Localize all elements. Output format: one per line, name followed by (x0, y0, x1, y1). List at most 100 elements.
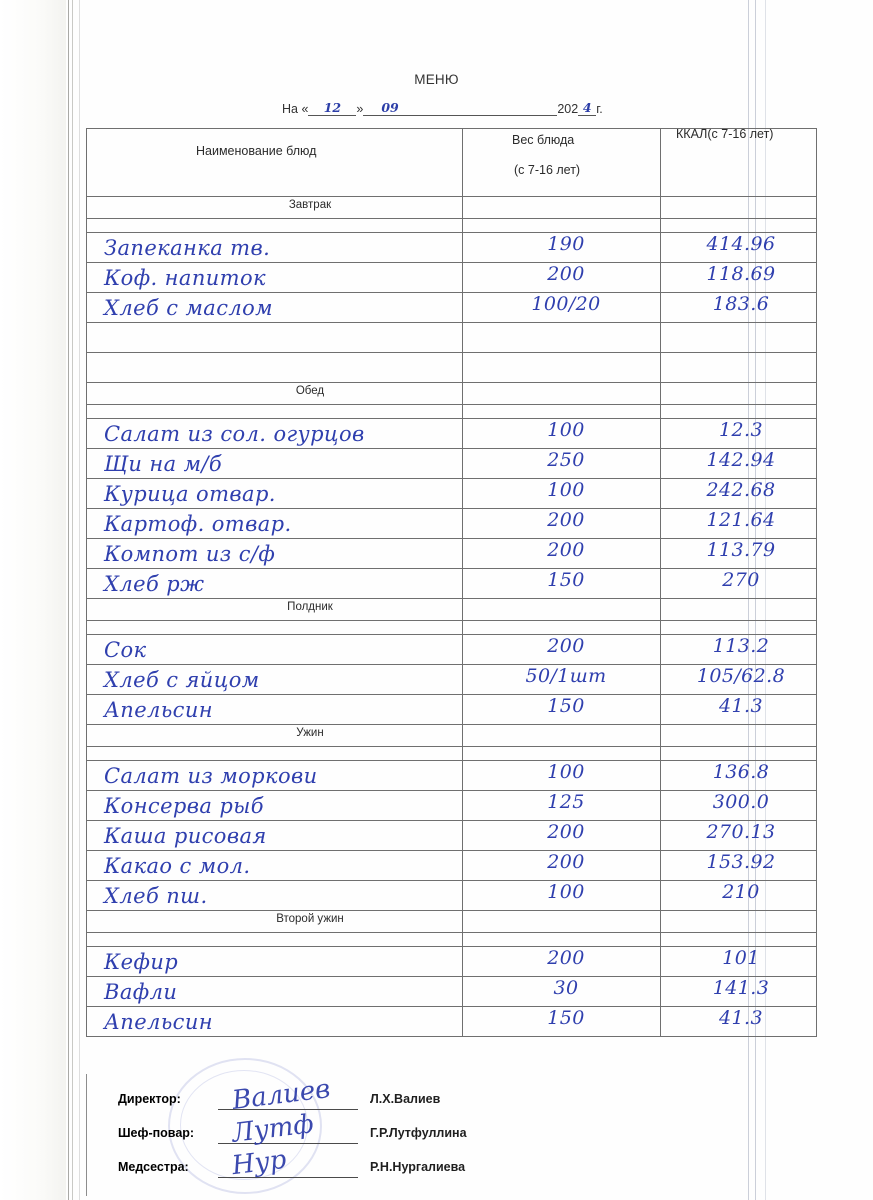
table-rule (86, 664, 817, 665)
table-rule (86, 128, 817, 129)
table-cell: Щи на м/б (104, 452, 223, 476)
signature-person-name: Л.Х.Валиев (370, 1092, 441, 1106)
table-cell: Компот из с/ф (104, 542, 276, 566)
table-border-left (86, 128, 87, 1036)
table-rule (86, 910, 817, 911)
col-divider-weight-kcal (660, 128, 661, 1036)
table-cell: 300.0 (712, 791, 770, 813)
table-cell: 242.68 (706, 479, 776, 501)
table-cell: 200 (547, 263, 585, 285)
table-cell: Сок (104, 638, 147, 662)
table-cell: 414.96 (706, 233, 776, 255)
table-rule (86, 620, 817, 621)
table-cell: 121.64 (706, 509, 776, 531)
table-rule (86, 880, 817, 881)
margin-rule (748, 0, 749, 1200)
official-stamp-inner (180, 1070, 308, 1180)
table-cell: 200 (547, 851, 585, 873)
scan-edge-line (68, 0, 69, 1200)
table-cell: Салат из моркови (104, 764, 318, 788)
table-rule (86, 724, 817, 725)
table-cell: 100 (547, 419, 585, 441)
table-rule (86, 292, 817, 293)
table-cell: Хлеб рж (104, 572, 205, 596)
table-cell: 150 (547, 1007, 585, 1029)
scan-edge-line (72, 0, 73, 1200)
table-border-right (816, 128, 817, 1036)
signature-role-label: Шеф-повар: (118, 1126, 195, 1140)
table-cell: Хлеб пш. (104, 884, 208, 908)
table-cell: Консерва рыб (104, 794, 264, 818)
table-cell: 150 (547, 569, 585, 591)
meal-section-label: Завтрак (288, 199, 332, 211)
table-rule (86, 218, 817, 219)
table-cell: 200 (547, 539, 585, 561)
table-rule (86, 508, 817, 509)
table-cell: Салат из сол. огурцов (104, 422, 365, 446)
table-cell: 118.69 (706, 263, 776, 285)
page-title: МЕНЮ (414, 72, 459, 87)
signature-role-label: Медсестра: (118, 1160, 189, 1174)
date-day: 12 (308, 100, 357, 116)
table-rule (86, 634, 817, 635)
table-cell: 12.3 (719, 419, 763, 441)
table-cell: Кефир (104, 950, 179, 974)
signature-line (218, 1108, 358, 1110)
table-rule (86, 404, 817, 405)
table-cell: 200 (547, 821, 585, 843)
col-header-weight-line1: Вес блюда (512, 133, 575, 147)
table-cell: Каша рисовая (104, 824, 267, 848)
col-header-kcal: ККАЛ(с 7-16 лет) (676, 127, 774, 141)
signature-block-border (86, 1074, 87, 1196)
table-cell: 101 (722, 947, 760, 969)
table-rule (86, 538, 817, 539)
table-rule (86, 820, 817, 821)
table-rule (86, 598, 817, 599)
table-cell: 270 (722, 569, 760, 591)
table-rule (86, 448, 817, 449)
col-divider-name-weight (462, 128, 463, 1036)
table-rule (86, 946, 817, 947)
date-line: На «12» 09 202 4 г. (282, 100, 603, 116)
signature-person-name: Р.Н.Нургалиева (370, 1160, 466, 1174)
date-quote-close: » (356, 102, 364, 116)
table-rule (86, 322, 817, 323)
table-rule (86, 418, 817, 419)
table-cell: Апельсин (104, 1010, 213, 1034)
table-cell: 100/20 (531, 293, 601, 315)
signature-person-name: Г.Р.Лутфуллина (370, 1126, 467, 1140)
date-prefix: На « (282, 102, 309, 116)
table-cell: 41.3 (719, 1007, 763, 1029)
signature-line (218, 1142, 358, 1144)
table-rule (86, 382, 817, 383)
col-header-weight-line2: (с 7-16 лет) (514, 163, 581, 177)
scan-edge-shadow (0, 0, 66, 1200)
table-cell: Какао с мол. (104, 854, 251, 878)
table-cell: Запеканка тв. (104, 236, 271, 260)
table-rule (86, 746, 817, 747)
official-stamp (168, 1058, 322, 1194)
table-rule (86, 932, 817, 933)
table-rule (86, 196, 817, 197)
table-rule (86, 1036, 817, 1037)
table-cell: 270.13 (706, 821, 776, 843)
table-cell: Картоф. отвар. (104, 512, 292, 536)
meal-section-label: Обед (295, 385, 325, 397)
year-prefix: 202 (557, 102, 579, 116)
table-cell: 153.92 (706, 851, 776, 873)
meal-section-label: Второй ужин (276, 913, 344, 925)
table-rule (86, 352, 817, 353)
table-rule (86, 694, 817, 695)
table-cell: 200 (547, 509, 585, 531)
scan-edge-line (79, 0, 80, 1200)
table-cell: 50/1шт (525, 665, 607, 687)
table-rule (86, 1006, 817, 1007)
table-rule (86, 232, 817, 233)
margin-rule (765, 0, 766, 1200)
table-cell: 142.94 (706, 449, 776, 471)
table-cell: 41.3 (719, 695, 763, 717)
table-rule (86, 478, 817, 479)
table-cell: 100 (547, 881, 585, 903)
col-header-name: Наименование блюд (196, 144, 317, 158)
